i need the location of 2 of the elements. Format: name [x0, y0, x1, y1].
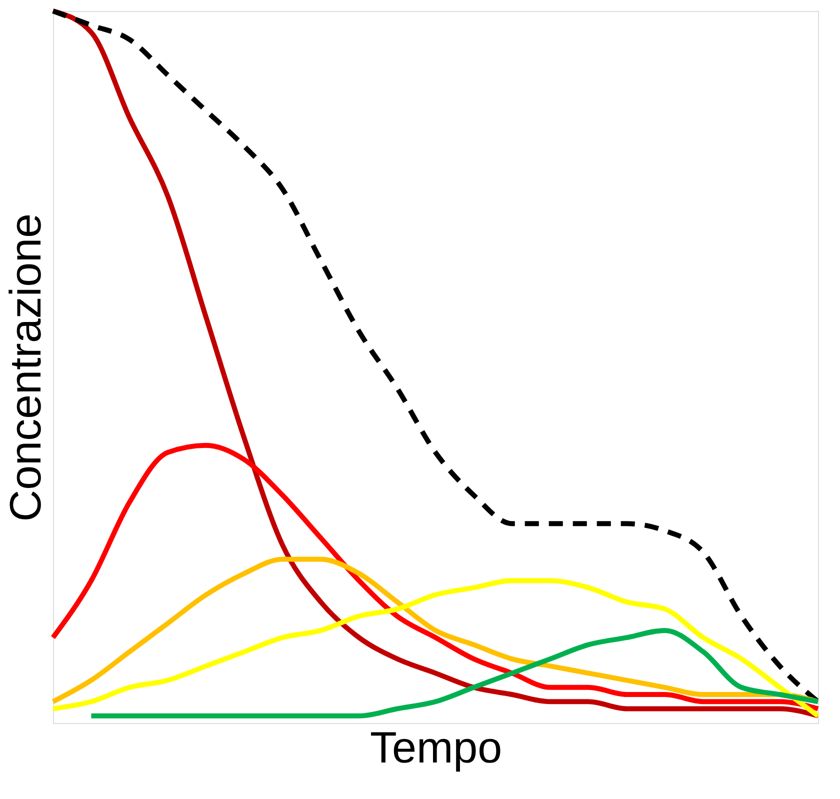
x-axis-title: Tempo	[370, 724, 502, 772]
y-axis-title: Concentrazione	[2, 213, 50, 522]
